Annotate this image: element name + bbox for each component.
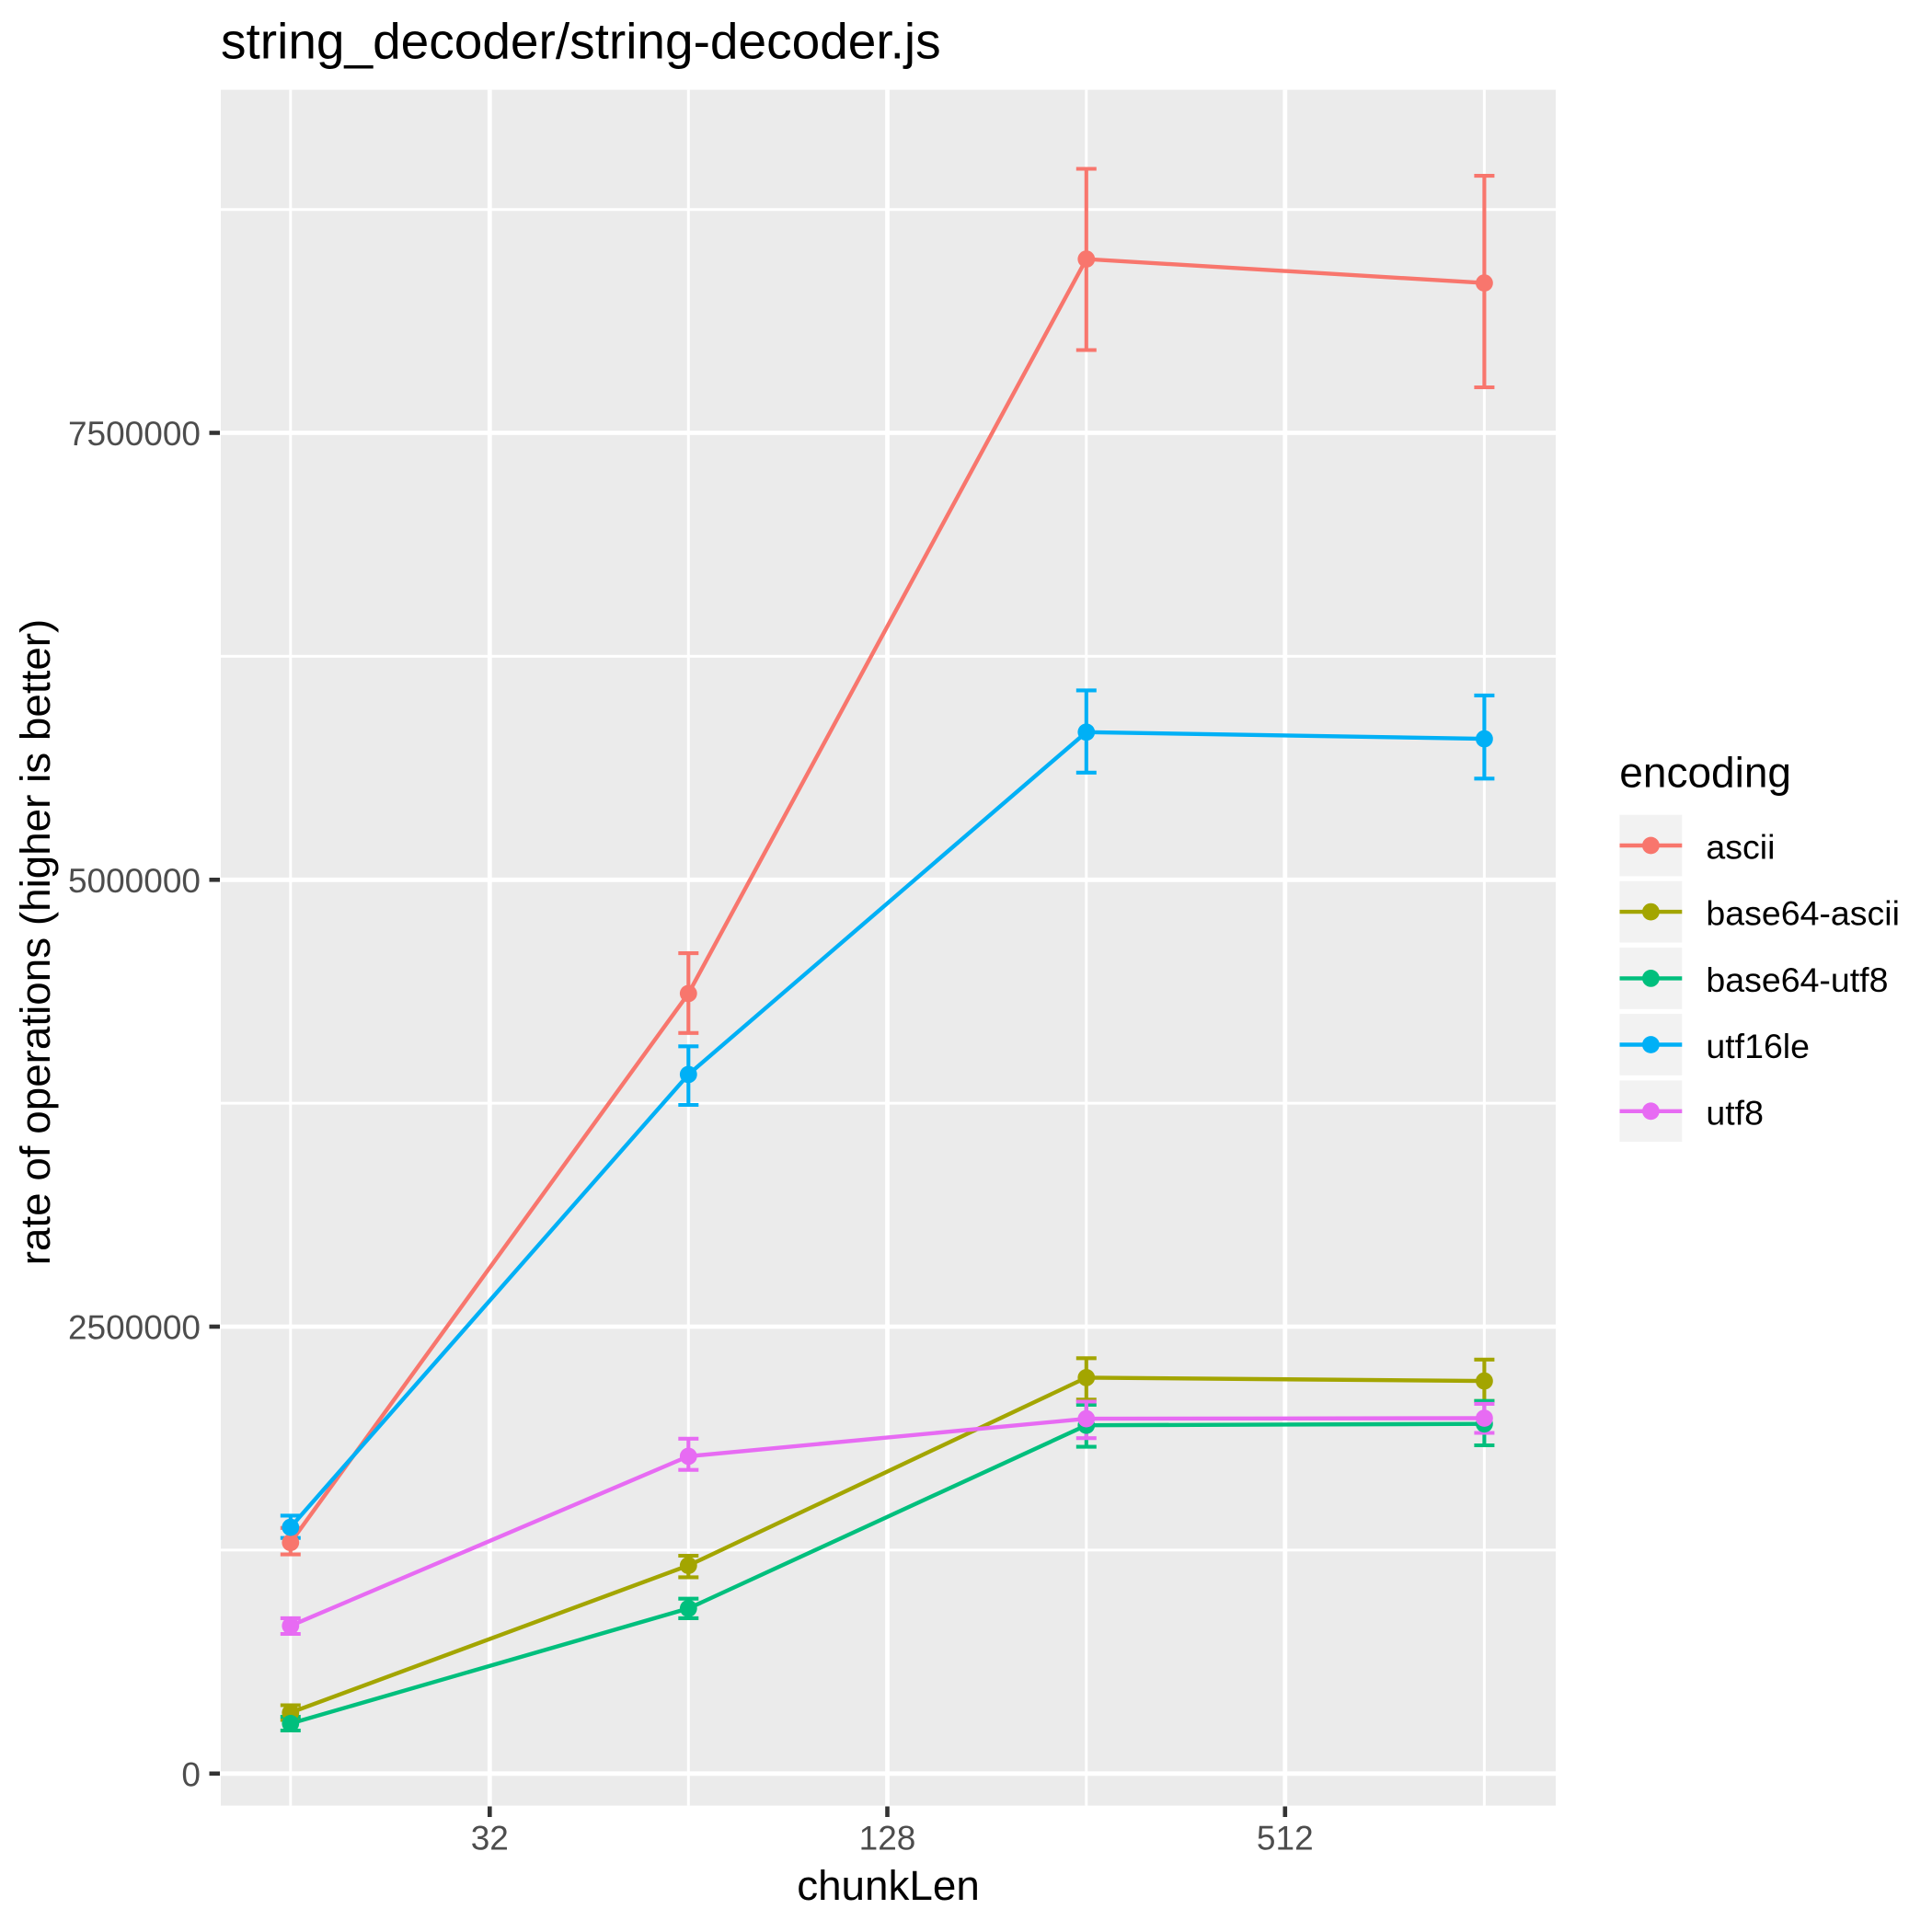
svg-text:string_decoder/string-decoder.: string_decoder/string-decoder.js [221,13,941,70]
svg-text:128: 128 [859,1820,916,1857]
svg-text:rate of operations (higher is: rate of operations (higher is better) [12,619,59,1266]
svg-text:base64-ascii: base64-ascii [1706,894,1900,933]
svg-text:utf8: utf8 [1706,1093,1764,1132]
svg-text:32: 32 [471,1820,509,1857]
svg-text:7500000: 7500000 [68,415,201,453]
svg-text:utf16le: utf16le [1706,1027,1810,1065]
svg-text:ascii: ascii [1706,828,1775,867]
svg-text:512: 512 [1257,1820,1314,1857]
svg-text:encoding: encoding [1619,748,1791,796]
svg-text:5000000: 5000000 [68,862,201,900]
svg-text:0: 0 [181,1755,201,1793]
svg-text:base64-utf8: base64-utf8 [1706,960,1888,999]
svg-text:chunkLen: chunkLen [797,1862,980,1909]
svg-text:2500000: 2500000 [68,1309,201,1347]
